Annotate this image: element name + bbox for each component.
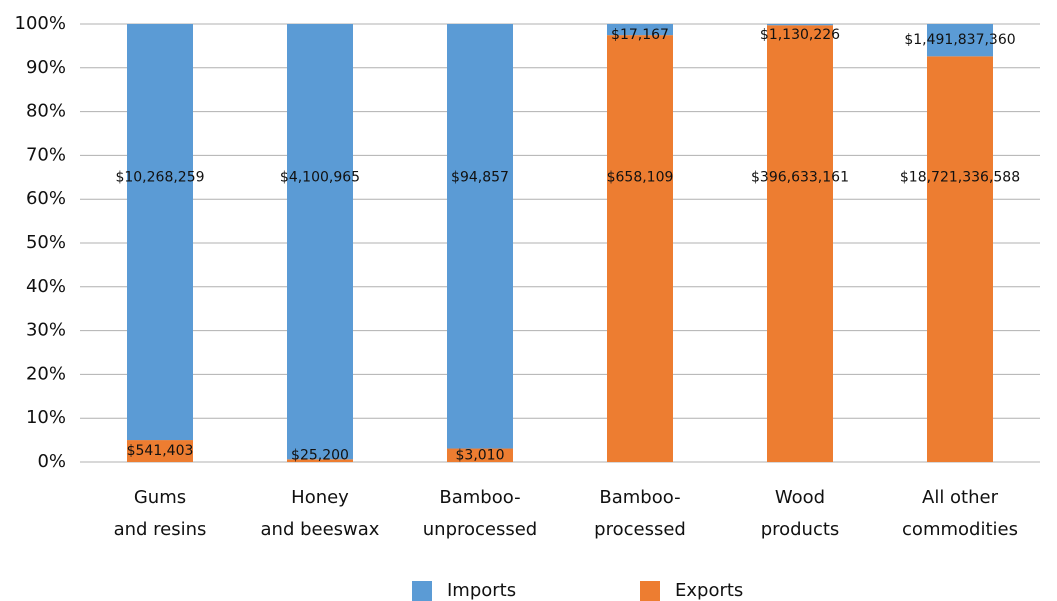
bar-segment [127, 440, 193, 462]
x-tick-label: unprocessed [423, 519, 538, 540]
bar-segment [447, 24, 513, 449]
x-tick-label: Gums [134, 487, 186, 508]
x-tick-label: and resins [114, 519, 207, 540]
bar-segment [287, 459, 353, 462]
x-tick-label: and beeswax [261, 519, 380, 540]
x-tick-label: processed [594, 519, 686, 540]
x-tick-label: Bamboo- [439, 487, 520, 508]
data-label: $3,010 [456, 447, 505, 463]
y-tick-label: 50% [26, 232, 66, 253]
legend-label: Exports [675, 580, 743, 601]
x-tick-label: Bamboo- [599, 487, 680, 508]
data-label: $4,100,965 [280, 169, 360, 185]
y-tick-label: 70% [26, 144, 66, 165]
legend-swatch [412, 581, 432, 601]
data-label: $17,167 [611, 27, 669, 43]
bar-segment [607, 24, 673, 36]
y-tick-label: 40% [26, 276, 66, 297]
data-label: $18,721,336,588 [900, 169, 1020, 185]
x-tick-label: All other [922, 487, 999, 508]
y-tick-label: 60% [26, 188, 66, 209]
legend-swatch [640, 581, 660, 601]
data-label: $541,403 [127, 443, 194, 459]
y-tick-label: 30% [26, 320, 66, 341]
bar-segment [447, 448, 513, 462]
data-label: $658,109 [607, 169, 674, 185]
x-tick-label: Honey [291, 487, 349, 508]
data-label: $25,200 [291, 447, 349, 463]
bar-segment [767, 25, 833, 462]
y-tick-label: 20% [26, 363, 66, 384]
legend-label: Imports [447, 580, 516, 601]
bar-segment [927, 56, 993, 462]
bar-segment [127, 24, 193, 441]
bar-segment [607, 35, 673, 463]
data-label: $1,130,226 [760, 27, 840, 43]
data-label: $396,633,161 [751, 169, 849, 185]
bar-segment [767, 24, 833, 26]
y-tick-label: 80% [26, 101, 66, 122]
y-tick-label: 0% [37, 451, 66, 472]
y-tick-label: 100% [15, 13, 66, 34]
bar-segment [287, 24, 353, 460]
y-tick-label: 90% [26, 57, 66, 78]
y-tick-label: 10% [26, 407, 66, 428]
data-label: $10,268,259 [115, 169, 204, 185]
bar-segment [927, 24, 993, 57]
x-tick-label: commodities [902, 519, 1018, 540]
x-tick-label: Wood [775, 487, 825, 508]
data-label: $1,491,837,360 [904, 32, 1015, 48]
x-tick-label: products [761, 519, 840, 540]
data-label: $94,857 [451, 169, 509, 185]
